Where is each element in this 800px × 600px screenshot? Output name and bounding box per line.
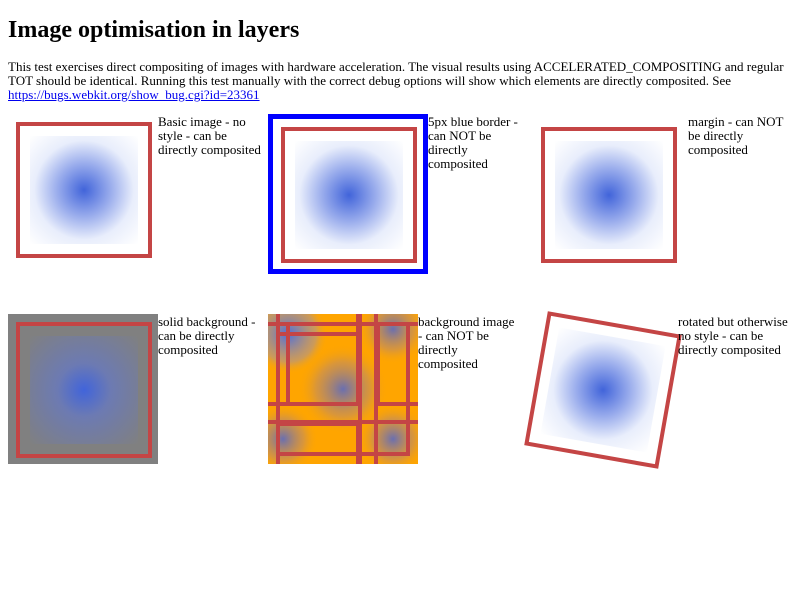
- bug-link[interactable]: https://bugs.webkit.org/show_bug.cgi?id=…: [8, 87, 260, 102]
- background-pattern: [268, 314, 418, 464]
- framed-image: [281, 127, 417, 263]
- gradient-image: [555, 141, 663, 249]
- rotated-image: [524, 311, 682, 469]
- caption-margin: margin - can NOT be directly composited: [688, 114, 784, 157]
- page-title: Image optimisation in layers: [8, 17, 300, 43]
- background-image-test: [268, 314, 418, 464]
- gradient-image: [295, 141, 403, 249]
- basic-image: [16, 122, 152, 258]
- caption-basic: Basic image - no style - can be directly…: [158, 114, 261, 157]
- framed-image: [16, 322, 152, 458]
- gradient-image: [540, 327, 666, 453]
- caption-rotated: rotated but otherwise no style - can be …: [678, 314, 788, 357]
- caption-blue-border: 5px blue border - can NOT be directly co…: [428, 114, 518, 171]
- blue-border-image: [268, 114, 428, 274]
- intro-paragraph: This test exercises direct compositing o…: [8, 60, 794, 102]
- gradient-image: [30, 136, 138, 244]
- solid-background-image: [8, 314, 158, 464]
- gradient-image: [30, 336, 138, 444]
- intro-text: This test exercises direct compositing o…: [8, 59, 784, 88]
- caption-background-image: background image - can NOT be directly c…: [418, 314, 515, 371]
- margin-image: [541, 127, 677, 263]
- caption-solid-background: solid background - can be directly compo…: [158, 314, 256, 357]
